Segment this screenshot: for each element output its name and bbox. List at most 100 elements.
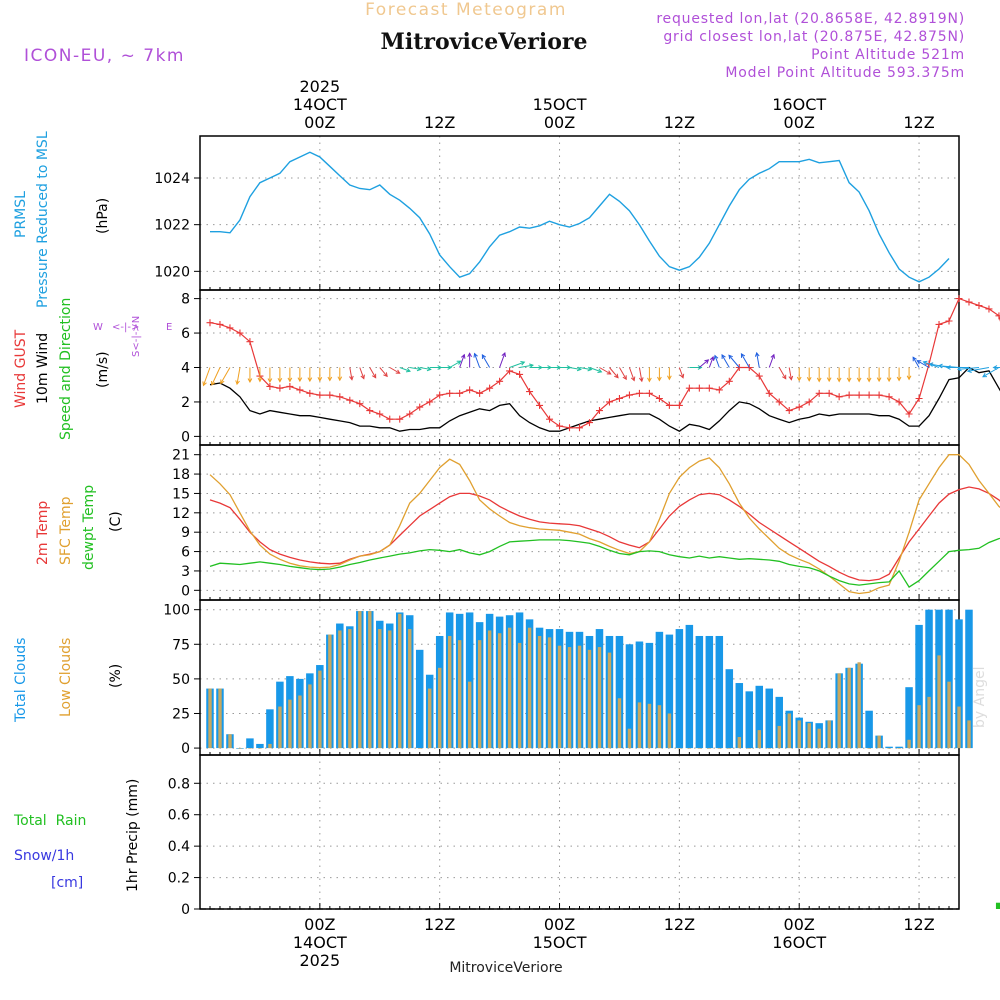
bottom-time-label: 12Z [424,915,455,934]
gust-point [426,398,434,406]
total-cloud-bar [246,738,254,749]
total-cloud-bar [865,710,873,749]
footer-station: MitroviceVeriore [449,960,562,976]
wind10-label: 10m Wind [35,333,51,404]
y-tick-label: 2 [181,395,190,411]
prmsl-line [210,151,950,283]
panel-3: 0 3 6 9 12 15 18 21 [172,444,1000,601]
compass-we: <-|-> [112,322,139,333]
wind-arrow-head [928,362,934,367]
low-cloud-bar [807,723,811,749]
top-time-text: 14OCT [293,95,347,114]
gust-point [635,389,643,397]
low-cloud-bar [887,748,891,749]
gust-point [226,324,234,332]
total-cloud-bar [755,685,764,749]
total-cloud-bar [895,746,903,749]
total-cloud-bar [775,696,783,749]
total-cloud-bar [665,634,674,749]
total-cloud-bar [965,609,973,749]
wind-arrow-head [912,356,917,362]
wind-arrow [756,352,760,368]
low-cloud-bar [388,630,392,749]
wind-arrow [499,352,506,368]
y-tick-label: 1020 [154,264,190,280]
gust-point [605,398,613,406]
gust-point [795,403,803,411]
total-cloud-bar [655,631,664,749]
low-cloud-bar [268,743,272,749]
gust-point [625,391,633,399]
wind-arrow [509,361,525,368]
wind-arrow-head [966,368,972,373]
wind-arrow-head [856,377,862,383]
wind-arrow [628,367,635,381]
wind-arrow-head [622,375,627,381]
wind-arrow-head [713,354,719,360]
wind-arrow-head [638,377,644,383]
gust-point [206,319,214,327]
wind10-line [209,366,1000,432]
gust-point [286,382,294,390]
precip-label: 1hr Precip (mm) [125,779,141,892]
gust-point [915,395,923,402]
total-cloud-bar [625,644,634,749]
wind-arrow-head [982,373,988,378]
wind-arrow [714,355,720,368]
wind-arrow-head [267,378,273,384]
low-cloud-bar [348,629,352,749]
total-cloud-bar [256,743,264,749]
low-cloud-bar [627,728,632,749]
y-tick-label: 6 [181,326,190,342]
top-time-text: 00Z [304,113,335,132]
gust-point [236,329,244,337]
gust-point [715,386,723,394]
low-cloud-bar [428,688,432,749]
total-cloud-bar [695,635,704,749]
gust-point [685,384,693,392]
wind-arrow-head [220,379,225,385]
low-cloud-bar [767,748,771,749]
wind-arrow-head [501,352,506,358]
wind-arrow [481,354,491,368]
low-cloud-bar [597,647,602,749]
y-tick-label: 0 [181,583,190,599]
y-tick-label: 21 [172,448,190,464]
wind-arrow [589,367,602,373]
low-cloud-bar [917,705,921,749]
total-cloud-bar [715,635,724,749]
wind-arrow [768,354,775,368]
wind-arrow-head [866,377,872,383]
model-point-altitude: Model Point Altitude 593.375m [725,65,965,81]
wind-arrow-head [667,375,672,381]
total-cloud-bar [885,746,893,749]
wind-arrow-head [937,363,943,369]
wind-arrow-head [247,378,253,384]
low-cloud-bar [288,699,292,749]
wind-arrow [349,367,353,380]
low-cloud-bar [737,737,742,749]
y-tick-label: 0.8 [168,776,190,792]
tdew-line [209,537,1000,589]
wind-arrow [236,367,241,385]
wind-arrow-head [211,380,216,386]
top-time-text: 12Z [903,113,934,132]
wind-arrow [917,360,930,368]
gust-point [935,320,943,328]
low-cloud-bar [278,706,282,749]
bottom-time-text: 15OCT [533,933,587,952]
bottom-time-text: 12Z [424,915,455,934]
wind-arrow-head [846,377,852,383]
gust-line [209,297,1000,429]
wind-arrow [459,354,465,368]
gust-point [366,407,374,415]
y-tick-label: 0 [181,902,190,918]
low-cloud-bar [927,696,931,749]
wind-arrow-head [788,375,794,381]
wind-arrow [912,357,920,368]
wind-arrow-head [467,352,473,358]
low-cloud-bar [877,735,881,749]
